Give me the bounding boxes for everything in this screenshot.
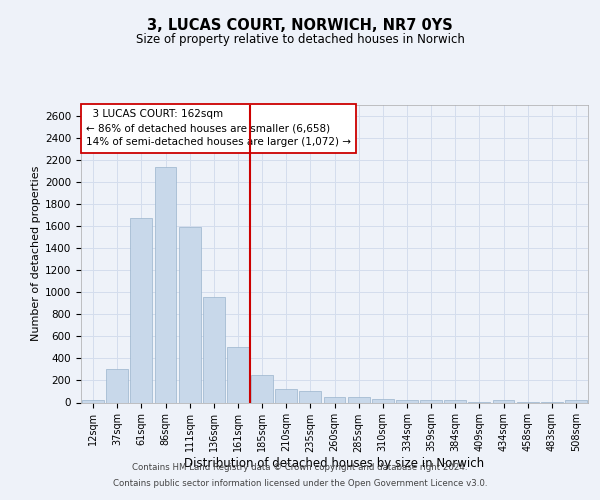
Bar bbox=[203, 296, 224, 403]
Bar bbox=[275, 390, 297, 402]
Text: 3 LUCAS COURT: 162sqm
← 86% of detached houses are smaller (6,658)
14% of semi-d: 3 LUCAS COURT: 162sqm ← 86% of detached … bbox=[86, 110, 351, 148]
Bar bbox=[130, 218, 152, 402]
Bar bbox=[323, 397, 346, 402]
Bar bbox=[396, 400, 418, 402]
Bar bbox=[106, 370, 128, 402]
X-axis label: Distribution of detached houses by size in Norwich: Distribution of detached houses by size … bbox=[184, 457, 485, 470]
Bar bbox=[299, 392, 321, 402]
Text: Contains public sector information licensed under the Open Government Licence v3: Contains public sector information licen… bbox=[113, 478, 487, 488]
Bar bbox=[155, 166, 176, 402]
Text: Contains HM Land Registry data © Crown copyright and database right 2024.: Contains HM Land Registry data © Crown c… bbox=[132, 464, 468, 472]
Bar bbox=[179, 228, 200, 402]
Text: Size of property relative to detached houses in Norwich: Size of property relative to detached ho… bbox=[136, 32, 464, 46]
Text: 3, LUCAS COURT, NORWICH, NR7 0YS: 3, LUCAS COURT, NORWICH, NR7 0YS bbox=[147, 18, 453, 32]
Bar bbox=[227, 348, 249, 403]
Bar bbox=[565, 400, 587, 402]
Bar bbox=[493, 400, 514, 402]
Bar bbox=[445, 400, 466, 402]
Y-axis label: Number of detached properties: Number of detached properties bbox=[31, 166, 41, 342]
Bar bbox=[348, 397, 370, 402]
Bar bbox=[82, 400, 104, 402]
Bar bbox=[420, 400, 442, 402]
Bar bbox=[372, 398, 394, 402]
Bar bbox=[251, 375, 273, 402]
